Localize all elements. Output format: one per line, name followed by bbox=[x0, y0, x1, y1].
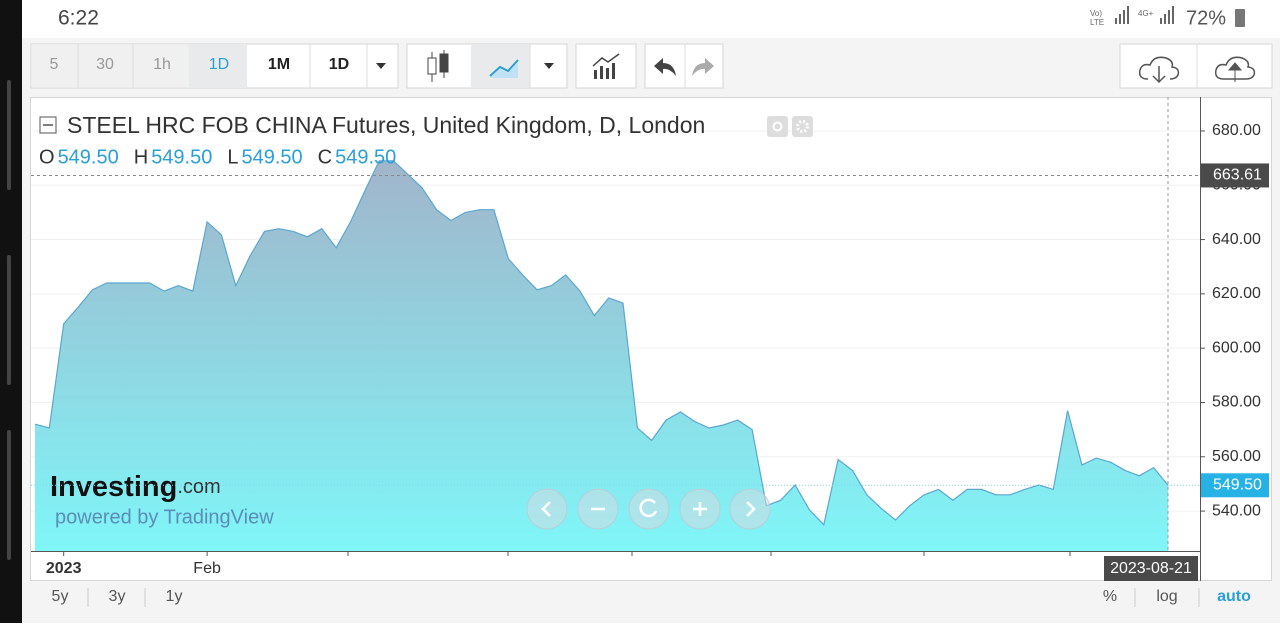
ohlc-value: 549.50 bbox=[241, 146, 302, 168]
battery-level: 72% bbox=[1186, 7, 1226, 29]
brand: Investing bbox=[50, 471, 177, 503]
cloud-download[interactable] bbox=[1138, 56, 1180, 80]
interval-button[interactable]: 30 bbox=[96, 56, 114, 73]
scale-button[interactable]: log bbox=[1156, 588, 1177, 605]
gear-icon bbox=[796, 120, 809, 133]
cloud-upload-arrow bbox=[1227, 62, 1243, 82]
chart-title: STEEL HRC FOB CHINA Futures, United King… bbox=[67, 112, 705, 138]
dropdown-arrow[interactable] bbox=[376, 63, 386, 69]
status-time: 6:22 bbox=[58, 7, 99, 30]
range-button[interactable]: 3y bbox=[109, 588, 126, 605]
ohlc-value: 549.50 bbox=[151, 146, 212, 168]
eye-icon bbox=[772, 121, 783, 132]
crosshair-label: 663.61 bbox=[1213, 167, 1262, 184]
x-tick-label: 2023 bbox=[46, 560, 82, 577]
last-price-box bbox=[1201, 473, 1269, 498]
y-tick-label: 620.00 bbox=[1212, 285, 1261, 302]
indicators-icon bbox=[592, 53, 620, 79]
style-active-bg bbox=[471, 45, 530, 87]
device-button bbox=[7, 430, 11, 560]
last-price-label: 549.50 bbox=[1213, 477, 1262, 494]
interval-active-bg bbox=[189, 45, 247, 87]
ohlc-name: L bbox=[227, 146, 238, 168]
svg-text:4G+: 4G+ bbox=[1138, 9, 1154, 18]
line-icon-fill bbox=[490, 62, 518, 78]
y-tick-label: 640.00 bbox=[1212, 231, 1261, 248]
plot-layer bbox=[34, 160, 1169, 552]
device-button bbox=[7, 80, 11, 190]
scale-button[interactable]: % bbox=[1103, 588, 1117, 605]
toolbar: 5 30 1h 1D 1M 1D bbox=[30, 43, 1273, 89]
y-tick-label: 580.00 bbox=[1212, 394, 1261, 411]
interval-button[interactable]: 1D bbox=[329, 56, 349, 73]
dropdown-arrow[interactable] bbox=[544, 63, 554, 69]
interval-button[interactable]: 1D bbox=[209, 56, 229, 73]
scale-button[interactable]: auto bbox=[1217, 588, 1251, 605]
x-tick-label: Feb bbox=[193, 560, 221, 577]
watermark-brand: Investing.com bbox=[50, 471, 221, 503]
area-line bbox=[34, 160, 1169, 526]
cloud-download-arrow bbox=[1152, 66, 1166, 84]
crosshair-label-box bbox=[1201, 163, 1269, 188]
settings-button[interactable] bbox=[792, 116, 813, 137]
ohlc-name: O bbox=[39, 146, 55, 168]
svg-text:Vo): Vo) bbox=[1090, 9, 1102, 18]
signal-icons: Vo)LTE 4G+ bbox=[1090, 6, 1174, 27]
y-tick-label: 540.00 bbox=[1212, 502, 1261, 519]
y-tick-label: 560.00 bbox=[1212, 448, 1261, 465]
ohlc-value: 549.50 bbox=[335, 146, 396, 168]
time-axis-ticks bbox=[347, 551, 1071, 556]
redo-button[interactable] bbox=[692, 58, 714, 76]
range-button[interactable]: 1y bbox=[166, 588, 183, 605]
ohlc-name: C bbox=[318, 146, 332, 168]
navigation-icons bbox=[541, 498, 756, 518]
range-button[interactable]: 5y bbox=[52, 588, 69, 605]
y-tick-label: 680.00 bbox=[1212, 122, 1261, 139]
watermark-powered: powered by TradingView bbox=[55, 506, 274, 528]
date-label-box bbox=[1104, 556, 1198, 581]
y-tick-label: 600.00 bbox=[1212, 339, 1261, 356]
cloud-group bbox=[1119, 43, 1273, 89]
cloud-upload[interactable] bbox=[1214, 56, 1256, 80]
ohlc-row: O 549.50 H 549.50 L 549.50 C 549.50 bbox=[39, 146, 396, 168]
visibility-button[interactable] bbox=[767, 116, 788, 137]
bottom-bar: 5y 3y 1y % log auto bbox=[52, 588, 1251, 607]
area-fill bbox=[35, 160, 1168, 552]
svg-text:LTE: LTE bbox=[1090, 18, 1104, 27]
battery-icon bbox=[1235, 9, 1245, 27]
scroll-left[interactable] bbox=[526, 488, 568, 530]
scroll-right[interactable] bbox=[729, 488, 771, 530]
interval-button[interactable]: 5 bbox=[50, 56, 59, 73]
device-button bbox=[7, 255, 11, 385]
indicators-button[interactable] bbox=[575, 43, 637, 89]
reset[interactable] bbox=[628, 488, 670, 530]
candle-icon[interactable] bbox=[427, 50, 449, 82]
line-icon[interactable] bbox=[489, 59, 519, 77]
ohlc-name: H bbox=[134, 146, 148, 168]
brand-suffix: .com bbox=[177, 476, 220, 498]
undo-button[interactable] bbox=[654, 58, 676, 76]
interval-button[interactable]: 1h bbox=[153, 56, 171, 73]
x-tick-label: 2023-08-21 bbox=[1110, 560, 1192, 577]
interval-button[interactable]: 1M bbox=[268, 56, 290, 73]
ohlc-value: 549.50 bbox=[58, 146, 119, 168]
